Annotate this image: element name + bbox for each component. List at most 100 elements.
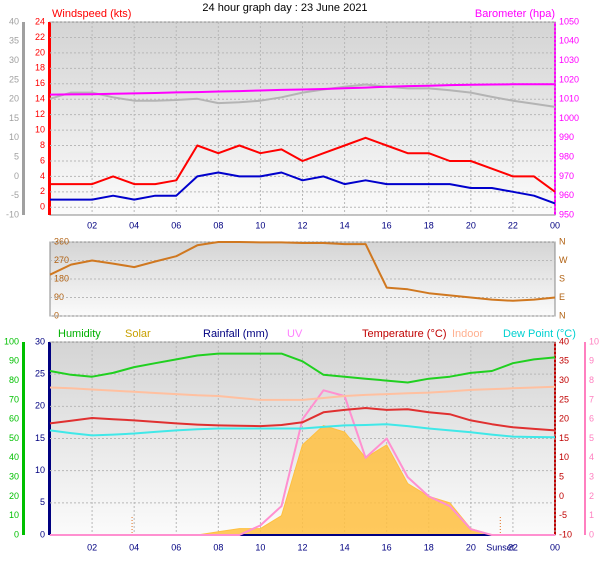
y-tick-label: N — [559, 236, 566, 246]
y-tick-label: 6 — [589, 414, 594, 424]
line — [49, 423, 556, 439]
y-tick-label: 180 — [54, 273, 69, 283]
y-tick-label: 0 — [40, 202, 45, 212]
y-tick-label: 35 — [9, 36, 19, 46]
axis-bar — [22, 22, 25, 215]
y-tick-label: 950 — [559, 209, 574, 219]
y-tick-label: 10 — [559, 452, 569, 462]
y-tick-label: 1010 — [559, 94, 579, 104]
line — [49, 407, 556, 432]
legend-entry: Dew Point (°C) — [503, 328, 576, 340]
y-tick-label: 5 — [559, 471, 564, 481]
x-tick-label: 16 — [382, 542, 392, 552]
axis-bar — [22, 342, 25, 535]
y-tick-label: 6 — [40, 155, 45, 165]
y-tick-label: 12 — [35, 109, 45, 119]
y-tick-label: 8 — [40, 140, 45, 150]
y-tick-label: 90 — [54, 292, 64, 302]
line — [49, 385, 556, 401]
y-tick-label: 5 — [40, 497, 45, 507]
line — [50, 389, 555, 536]
y-tick-label: 7 — [589, 394, 594, 404]
y-tick-label: 10 — [589, 336, 599, 346]
legend-entry: Temperature (°C) — [362, 328, 446, 340]
y-tick-label: E — [559, 292, 565, 302]
x-tick-label: 04 — [129, 542, 139, 552]
x-tick-label: 00 — [550, 542, 560, 552]
y-tick-label: 0 — [14, 171, 19, 181]
y-tick-label: 5 — [14, 151, 19, 161]
legend-entry: Rainfall (mm) — [203, 328, 268, 340]
legend-entry: UV — [287, 328, 303, 340]
y-tick-label: 1050 — [559, 16, 579, 26]
y-tick-label: 40 — [9, 452, 19, 462]
y-tick-label: 970 — [559, 171, 574, 181]
x-tick-label: 02 — [87, 220, 97, 230]
y-tick-label: 360 — [54, 236, 69, 246]
line — [50, 136, 556, 193]
x-tick-label: 12 — [297, 220, 307, 230]
y-tick-label: 1020 — [559, 74, 579, 84]
axis-label: Barometer (hpa) — [475, 8, 555, 20]
x-tick-label: 14 — [340, 220, 350, 230]
x-tick-label: 08 — [213, 542, 223, 552]
axis-bar — [584, 342, 586, 535]
y-tick-label: 14 — [35, 94, 45, 104]
x-tick-label: 12 — [297, 542, 307, 552]
y-tick-label: 30 — [559, 375, 569, 385]
y-tick-label: 8 — [589, 375, 594, 385]
y-tick-label: 90 — [9, 356, 19, 366]
y-tick-label: 0 — [559, 491, 564, 501]
y-tick-label: 0 — [40, 529, 45, 539]
x-tick-label: 20 — [466, 220, 476, 230]
y-tick-label: 80 — [9, 375, 19, 385]
y-tick-label: N — [559, 310, 566, 320]
y-tick-label: 20 — [35, 47, 45, 57]
legend-entry: Solar — [125, 328, 151, 340]
y-tick-label: -10 — [559, 529, 572, 539]
y-tick-label: 990 — [559, 132, 574, 142]
y-tick-label: 35 — [559, 356, 569, 366]
x-tick-label: 00 — [550, 220, 560, 230]
y-tick-label: 30 — [9, 471, 19, 481]
y-tick-label: 25 — [9, 74, 19, 84]
y-tick-label: 0 — [589, 529, 594, 539]
y-tick-label: 100 — [4, 336, 19, 346]
y-tick-label: 20 — [559, 414, 569, 424]
y-tick-label: 18 — [35, 63, 45, 73]
y-tick-label: 1000 — [559, 113, 579, 123]
y-tick-label: 15 — [35, 433, 45, 443]
line — [49, 83, 556, 108]
y-tick-label: 270 — [54, 255, 69, 265]
x-tick-label: 02 — [87, 542, 97, 552]
x-tick-label: 18 — [424, 542, 434, 552]
x-tick-label: 16 — [382, 220, 392, 230]
x-tick-label: 22 — [508, 542, 518, 552]
y-tick-label: 30 — [35, 336, 45, 346]
y-tick-label: 3 — [589, 471, 594, 481]
x-tick-label: 10 — [255, 542, 265, 552]
x-tick-label: 08 — [213, 220, 223, 230]
y-tick-label: 1 — [589, 510, 594, 520]
y-tick-label: 40 — [9, 16, 19, 26]
y-tick-label: -10 — [6, 209, 19, 219]
sun-marker-label: Sunset — [486, 542, 515, 552]
y-tick-label: -5 — [11, 190, 19, 200]
y-tick-label: 24 — [35, 16, 45, 26]
axis-bar — [48, 22, 51, 215]
axis-label: Windspeed (kts) — [52, 8, 131, 20]
y-tick-label: 20 — [9, 491, 19, 501]
x-tick-label: 20 — [466, 542, 476, 552]
y-tick-label: 10 — [9, 132, 19, 142]
x-tick-label: 18 — [424, 220, 434, 230]
line — [49, 352, 556, 384]
y-tick-label: 70 — [9, 394, 19, 404]
y-tick-label: 5 — [589, 433, 594, 443]
y-tick-label: 2 — [40, 186, 45, 196]
y-tick-label: 20 — [35, 401, 45, 411]
x-tick-label: 10 — [255, 220, 265, 230]
y-tick-label: 10 — [9, 510, 19, 520]
y-tick-label: 30 — [9, 55, 19, 65]
y-tick-label: 60 — [9, 414, 19, 424]
